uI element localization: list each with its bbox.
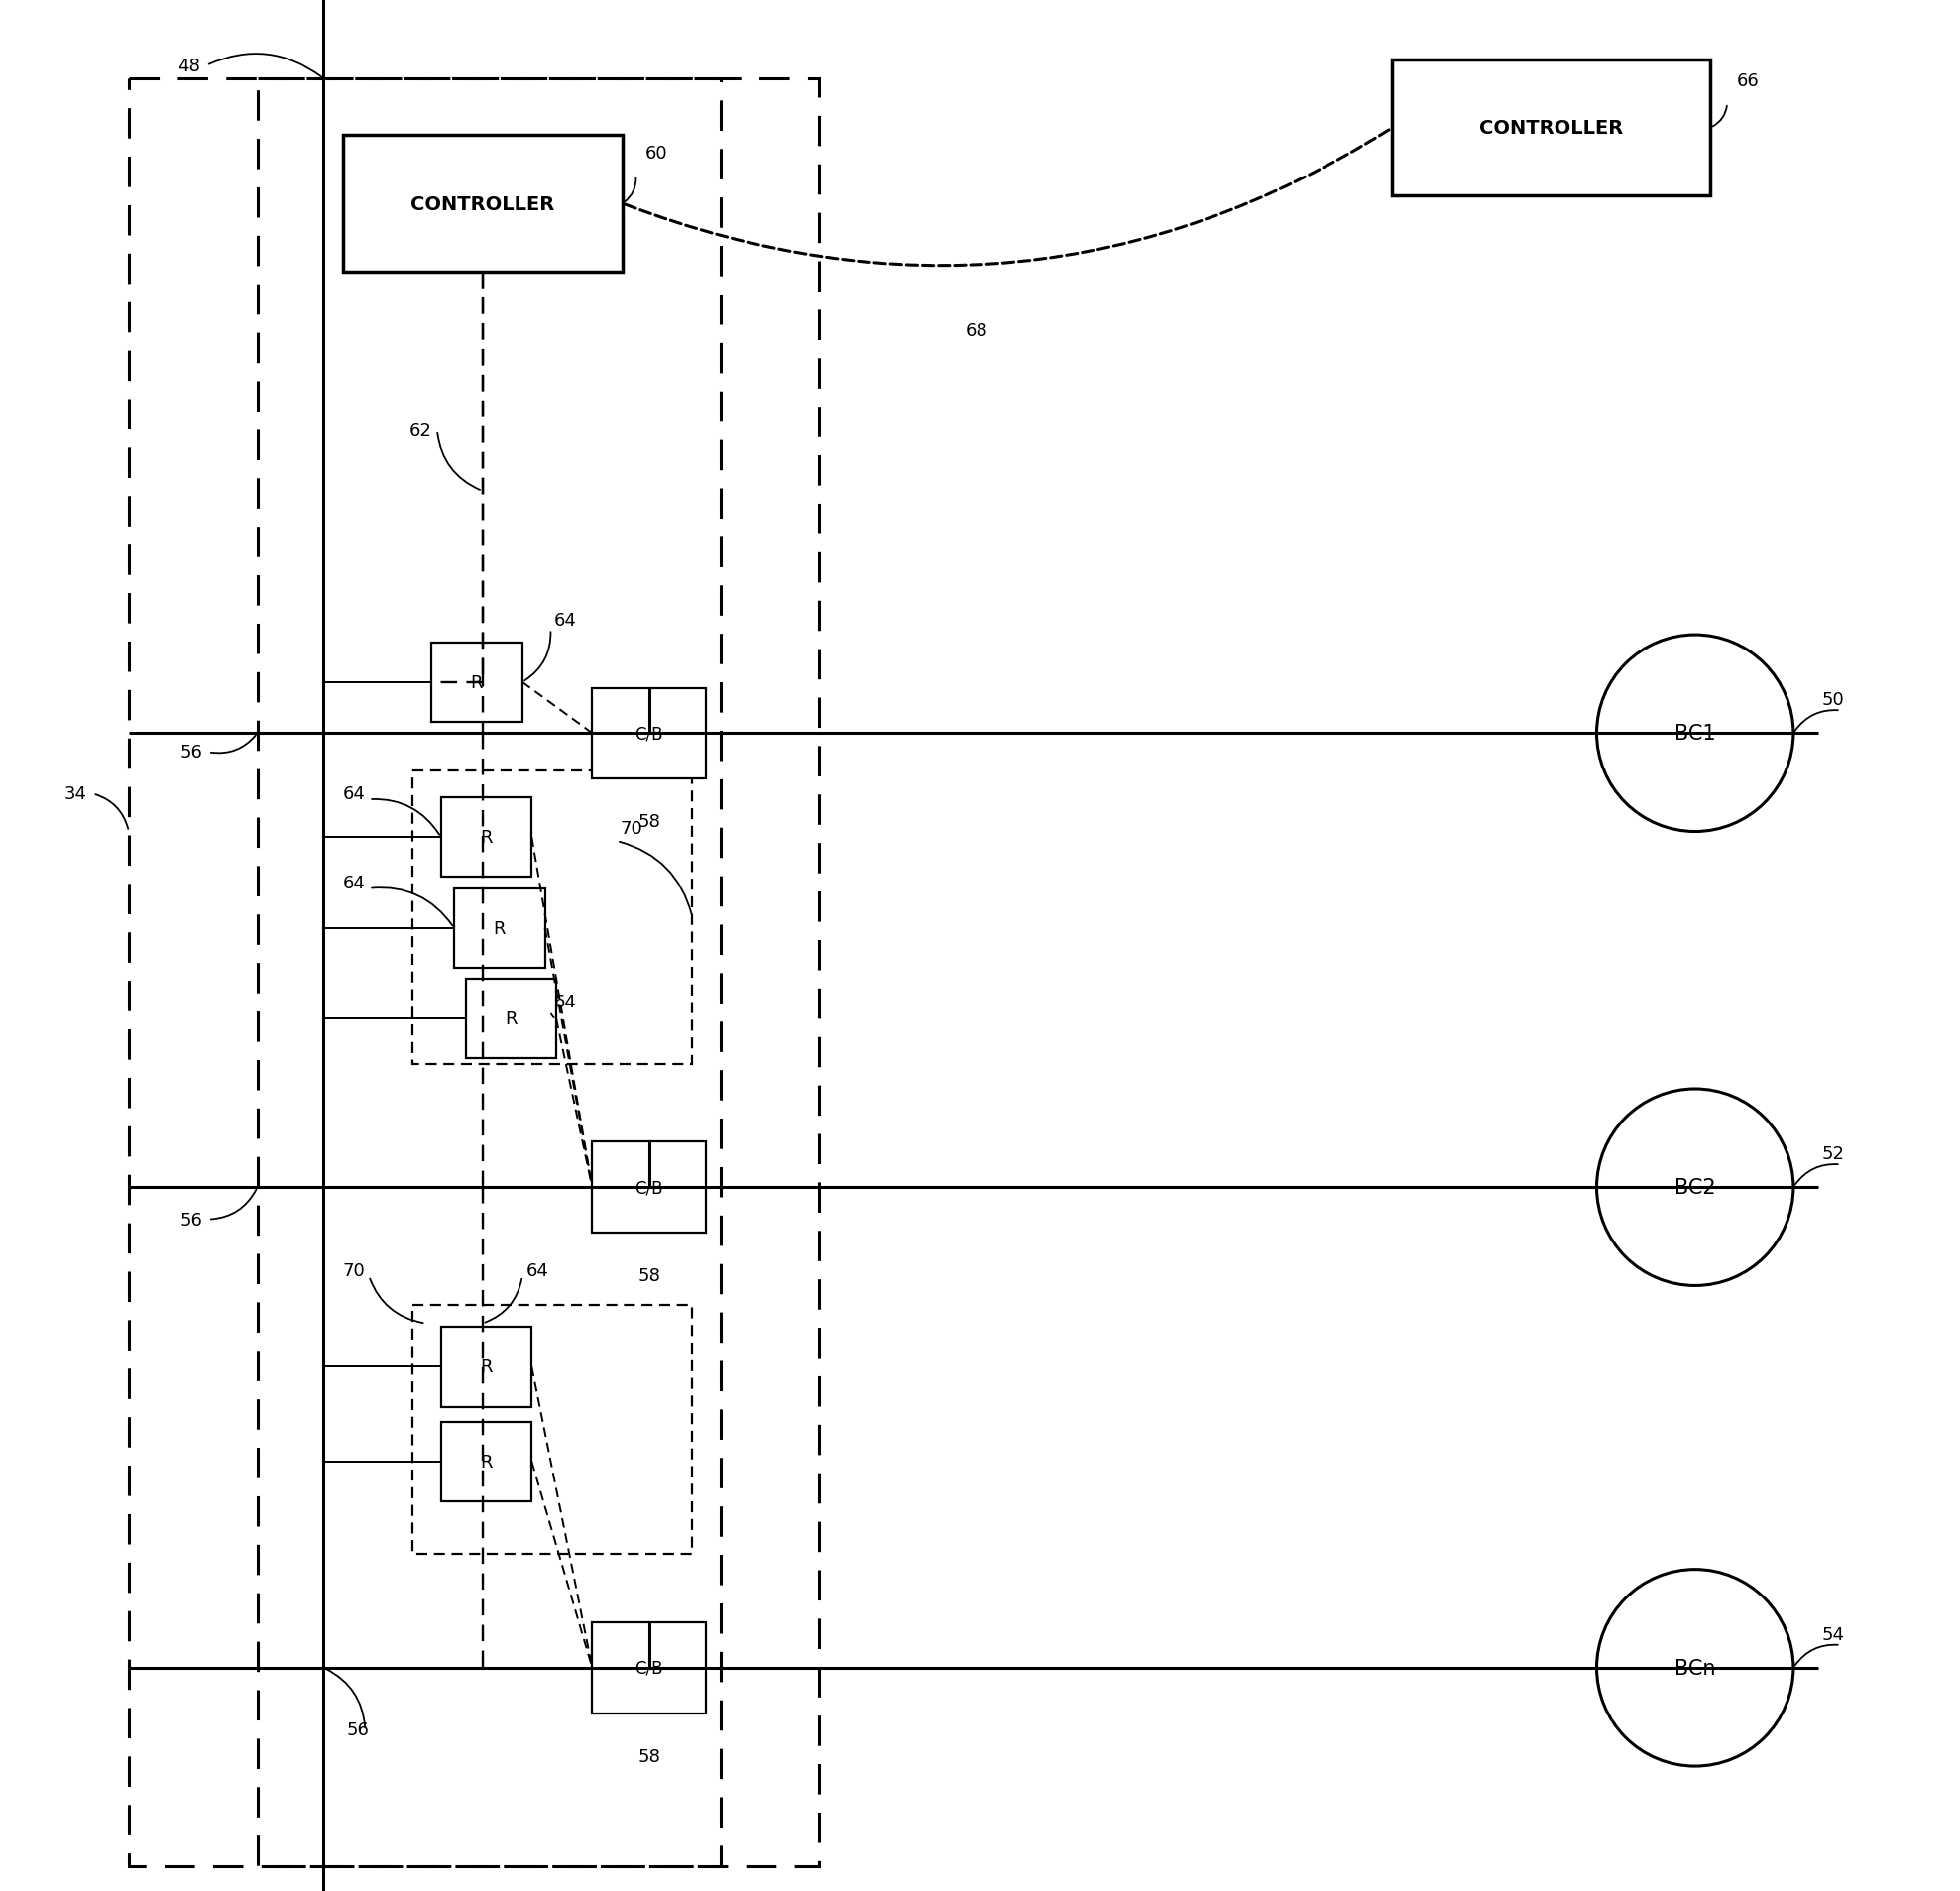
Bar xyxy=(129,79,819,1866)
Text: 34: 34 xyxy=(65,785,86,804)
Text: 70: 70 xyxy=(621,819,643,838)
Text: R: R xyxy=(494,919,506,938)
Text: 68: 68 xyxy=(964,321,988,340)
Text: 54: 54 xyxy=(1821,1624,1844,1643)
Text: 64: 64 xyxy=(343,785,365,804)
Text: C/B: C/B xyxy=(635,724,662,743)
Bar xyxy=(412,1305,692,1554)
Text: R: R xyxy=(504,1010,517,1029)
Text: 56: 56 xyxy=(180,743,202,762)
Text: 70: 70 xyxy=(343,1261,365,1280)
Text: 64: 64 xyxy=(343,874,365,893)
Bar xyxy=(412,772,692,1065)
Text: BCn: BCn xyxy=(1674,1658,1715,1677)
Text: 64: 64 xyxy=(525,1261,549,1280)
Text: 66: 66 xyxy=(1737,72,1760,91)
Text: BC2: BC2 xyxy=(1674,1178,1715,1197)
Text: R: R xyxy=(480,828,492,847)
Text: 56: 56 xyxy=(347,1721,368,1738)
Bar xyxy=(592,1622,706,1713)
Circle shape xyxy=(1597,1089,1793,1286)
Text: 50: 50 xyxy=(1821,690,1844,709)
Circle shape xyxy=(1597,1570,1793,1766)
Text: CONTROLLER: CONTROLLER xyxy=(410,195,555,214)
Bar xyxy=(592,1142,706,1233)
Text: 62: 62 xyxy=(410,422,431,441)
Bar xyxy=(441,1422,531,1501)
Text: 52: 52 xyxy=(1821,1144,1844,1163)
Bar xyxy=(441,798,531,877)
Bar xyxy=(592,688,706,779)
Bar xyxy=(465,980,557,1059)
Text: 58: 58 xyxy=(637,813,661,830)
Bar xyxy=(1392,61,1711,197)
Text: 56: 56 xyxy=(180,1210,202,1229)
Text: C/B: C/B xyxy=(635,1658,662,1677)
Text: 64: 64 xyxy=(555,993,576,1012)
Text: 64: 64 xyxy=(555,611,576,630)
Text: R: R xyxy=(470,673,482,692)
Text: 58: 58 xyxy=(637,1267,661,1284)
Bar xyxy=(343,136,623,272)
Text: C/B: C/B xyxy=(635,1178,662,1197)
Text: 60: 60 xyxy=(645,144,668,163)
Circle shape xyxy=(1597,635,1793,832)
Text: CONTROLLER: CONTROLLER xyxy=(1480,119,1623,138)
Text: 58: 58 xyxy=(637,1747,661,1764)
Bar xyxy=(257,79,721,1866)
Bar xyxy=(455,889,545,968)
Text: 48: 48 xyxy=(178,57,200,76)
Bar xyxy=(441,1327,531,1407)
Text: R: R xyxy=(480,1358,492,1377)
Text: BC1: BC1 xyxy=(1674,724,1715,743)
Bar xyxy=(431,643,521,722)
Text: R: R xyxy=(480,1452,492,1471)
